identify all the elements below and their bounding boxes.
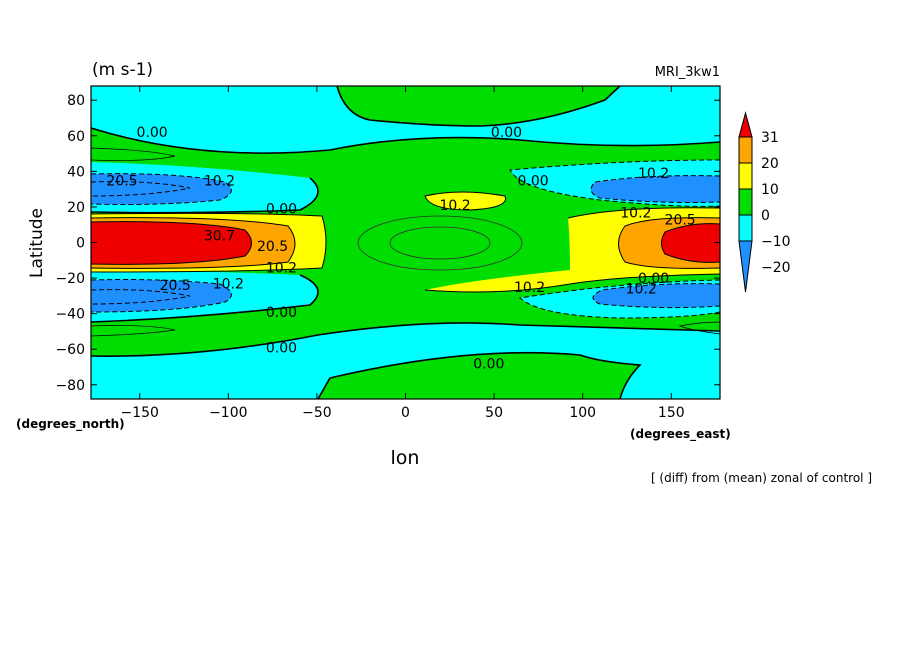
contour-label: 0.00 [491, 125, 522, 141]
colorbar-swatch [738, 162, 753, 190]
colorbar: 31 20 10 0 −10 −20 [738, 111, 791, 293]
x-axis: −150 −100 −50 0 50 100 150 [120, 86, 685, 421]
colorbar-swatch-bottom-arrow [738, 240, 753, 293]
colorbar-label: 20 [761, 156, 779, 172]
x-unit-note: (degrees_east) [630, 427, 731, 442]
colorbar-label: 31 [761, 130, 779, 146]
band-cyan-north [91, 86, 720, 154]
colorbar-swatch [738, 136, 753, 164]
band-blue-sh-west [91, 279, 232, 312]
y-axis-title: Latitude [27, 208, 47, 278]
band-red-east [661, 223, 720, 263]
contour-label: 30.7 [204, 228, 235, 244]
x-axis-title: lon [391, 447, 420, 469]
y-tick-label: −20 [55, 271, 85, 287]
contour-label: 0.00 [517, 173, 548, 189]
contour-label: 0.00 [266, 202, 297, 218]
y-axis: 80 60 40 20 0 −20 −40 −60 −80 [55, 93, 720, 394]
contour-label: 0.00 [137, 125, 168, 141]
contour-label: 0.00 [266, 305, 297, 321]
colorbar-swatch [738, 214, 753, 242]
y-tick-label: 60 [67, 129, 85, 145]
y-tick-label: 0 [76, 236, 85, 252]
x-tick-label: 50 [485, 405, 503, 421]
contour-lines-zero [91, 86, 720, 399]
band-blue-nh-east [591, 175, 720, 203]
colorbar-label: −10 [761, 234, 791, 250]
contour-label: 20.5 [160, 278, 191, 294]
x-tick-label: −100 [209, 405, 247, 421]
contour-label: 10.2 [514, 280, 545, 296]
footer-note: [ (diff) from (mean) zonal of control ] [651, 471, 872, 485]
y-tick-label: 80 [67, 93, 85, 109]
colorbar-label: 10 [761, 182, 779, 198]
model-label: MRI_3kw1 [655, 65, 720, 80]
contour-lines-weak [91, 147, 720, 337]
colorbar-swatch-top-arrow [738, 111, 753, 138]
contour-label: 10.2 [626, 282, 657, 298]
y-tick-label: 20 [67, 200, 85, 216]
contour-label: 0.00 [266, 340, 297, 356]
band-cyan-south [91, 322, 720, 399]
contour-label: 20.5 [665, 212, 696, 228]
contour-label: 0.00 [638, 271, 669, 287]
y-tick-label: 40 [67, 164, 85, 180]
units-label: (m s-1) [92, 60, 153, 80]
contour-label: 10.2 [266, 260, 297, 276]
contour-label: 20.5 [257, 239, 288, 255]
x-tick-label: −50 [302, 405, 332, 421]
x-tick-label: 150 [658, 405, 685, 421]
contour-label: 0.00 [473, 356, 504, 372]
contour-label: 10.2 [213, 276, 244, 292]
contour-label: 20.5 [106, 173, 137, 189]
x-tick-label: −150 [120, 405, 158, 421]
contour-label: 10.2 [204, 173, 235, 189]
band-blue-sh-east [592, 283, 720, 308]
x-tick-label: 0 [401, 405, 410, 421]
y-tick-label: −40 [55, 307, 85, 323]
contour-lines-positive [91, 191, 720, 293]
y-tick-label: −80 [55, 378, 85, 394]
band-yellow-nh-center [425, 192, 506, 210]
y-tick-label: −60 [55, 342, 85, 358]
contour-label: 10.2 [638, 166, 669, 182]
contour-label: 10.2 [440, 198, 471, 214]
colorbar-label: −20 [761, 260, 791, 276]
colorbar-swatch [738, 188, 753, 216]
contour-label: 10.2 [620, 205, 651, 221]
colorbar-label: 0 [761, 208, 770, 224]
y-unit-note: (degrees_north) [16, 417, 125, 432]
band-red-west [91, 221, 252, 265]
contour-lines-negative [91, 159, 720, 319]
x-tick-label: 100 [569, 405, 596, 421]
